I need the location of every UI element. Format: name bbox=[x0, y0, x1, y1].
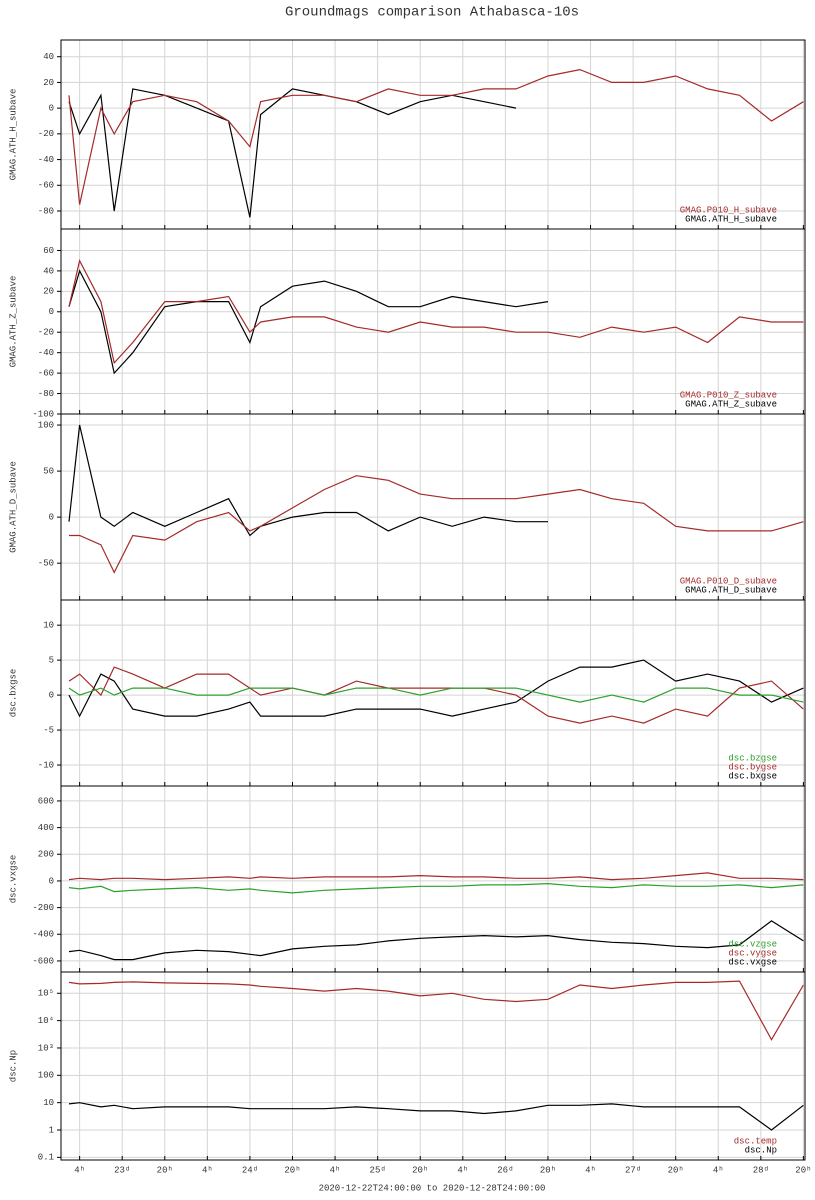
y-tick-label: 10⁴ bbox=[38, 1015, 54, 1026]
y-tick-label: 10 bbox=[43, 1098, 54, 1108]
series-line bbox=[68, 687, 804, 703]
y-tick-label: 10³ bbox=[38, 1043, 54, 1053]
y-tick-label: -20 bbox=[38, 328, 54, 338]
x-tick-label: 27ᵈ bbox=[625, 1165, 641, 1175]
y-tick-label: -200 bbox=[32, 903, 54, 913]
y-tick-label: 20 bbox=[43, 78, 54, 88]
series-line bbox=[68, 659, 804, 718]
legend-entry: dsc.vxgse bbox=[728, 957, 777, 967]
x-tick-label: 28ᵈ bbox=[753, 1165, 769, 1175]
y-tick-label: 0 bbox=[49, 307, 54, 317]
y-axis-label: dsc.bxgse bbox=[8, 669, 18, 718]
legend-entry: dsc.bzgse bbox=[728, 753, 777, 763]
y-axis-label: dsc.vxgse bbox=[8, 855, 18, 904]
x-tick-label: 4ʰ bbox=[585, 1165, 596, 1175]
x-tick-label: 20ʰ bbox=[795, 1165, 811, 1175]
y-axis-label: dsc.Np bbox=[8, 1050, 18, 1082]
y-tick-label: 40 bbox=[43, 52, 54, 62]
y-tick-label: 600 bbox=[38, 796, 54, 806]
y-tick-label: -40 bbox=[38, 155, 54, 165]
legend-entry: dsc.Np bbox=[745, 1145, 777, 1155]
x-tick-label: 25ᵈ bbox=[370, 1165, 386, 1175]
series-line bbox=[68, 882, 804, 894]
y-tick-label: -400 bbox=[32, 930, 54, 940]
y-axis-label: GMAG.ATH_H_subave bbox=[8, 89, 18, 181]
y-tick-label: 60 bbox=[43, 246, 54, 256]
y-tick-label: -60 bbox=[38, 181, 54, 191]
y-tick-label: 50 bbox=[43, 466, 54, 476]
y-tick-label: -20 bbox=[38, 129, 54, 139]
y-tick-label: 0 bbox=[49, 690, 54, 700]
series-line bbox=[68, 980, 804, 1041]
y-tick-label: 0 bbox=[49, 104, 54, 114]
y-tick-label: -50 bbox=[38, 559, 54, 569]
series-line bbox=[68, 68, 804, 205]
x-tick-label: 20ʰ bbox=[157, 1165, 173, 1175]
y-tick-label: 400 bbox=[38, 823, 54, 833]
series-line bbox=[68, 1102, 804, 1131]
x-tick-label: 4ʰ bbox=[457, 1165, 468, 1175]
y-tick-label: -80 bbox=[38, 389, 54, 399]
y-tick-label: 200 bbox=[38, 850, 54, 860]
y-tick-label: 100 bbox=[38, 1071, 54, 1081]
y-tick-label: 0 bbox=[49, 513, 54, 523]
x-tick-label: 20ʰ bbox=[284, 1165, 300, 1175]
y-tick-label: -600 bbox=[32, 956, 54, 966]
y-tick-label: 5 bbox=[49, 656, 54, 666]
x-tick-label: 20ʰ bbox=[540, 1165, 556, 1175]
x-tick-label: 20ʰ bbox=[668, 1165, 684, 1175]
legend-entry: GMAG.P010_D_subave bbox=[680, 576, 777, 586]
y-axis-label: GMAG.ATH_Z_subave bbox=[8, 276, 18, 368]
legend-entry: dsc.temp bbox=[734, 1136, 777, 1146]
legend-entry: dsc.vygse bbox=[728, 948, 777, 958]
series-line bbox=[68, 88, 517, 218]
legend-entry: dsc.bygse bbox=[728, 762, 777, 772]
x-tick-label: 4ʰ bbox=[330, 1165, 341, 1175]
series-line bbox=[68, 920, 804, 961]
y-tick-label: -5 bbox=[43, 725, 54, 735]
x-tick-label: 23ᵈ bbox=[114, 1165, 130, 1175]
x-tick-label: 4ʰ bbox=[74, 1165, 85, 1175]
x-tick-label: 4ʰ bbox=[713, 1165, 724, 1175]
y-tick-label: 10⁵ bbox=[38, 989, 54, 999]
x-axis-label: 2020-12-22T24:00:00 to 2020-12-28T24:00:… bbox=[319, 1183, 546, 1193]
y-tick-label: 10 bbox=[43, 621, 54, 631]
series-line bbox=[69, 475, 804, 574]
y-tick-label: -100 bbox=[32, 409, 54, 419]
y-tick-label: -10 bbox=[38, 760, 54, 770]
y-axis-label: GMAG.ATH_D_subave bbox=[8, 461, 18, 553]
series-line bbox=[68, 872, 804, 881]
x-tick-label: 26ᵈ bbox=[497, 1165, 513, 1175]
y-tick-label: 0.1 bbox=[38, 1153, 54, 1163]
y-tick-label: 1 bbox=[49, 1125, 54, 1135]
legend-entry: GMAG.ATH_D_subave bbox=[685, 585, 777, 595]
legend-entry: GMAG.ATH_Z_subave bbox=[685, 399, 777, 409]
legend-entry: dsc.bxgse bbox=[728, 771, 777, 781]
legend-entry: GMAG.ATH_H_subave bbox=[685, 214, 777, 224]
y-tick-label: -60 bbox=[38, 368, 54, 378]
series-line bbox=[68, 258, 804, 365]
legend-entry: GMAG.P010_H_subave bbox=[680, 205, 777, 215]
x-tick-label: 4ʰ bbox=[202, 1165, 213, 1175]
legend-entry: dsc.vzgse bbox=[728, 939, 777, 949]
x-tick-label: 24ᵈ bbox=[242, 1165, 258, 1175]
chart-title: Groundmags comparison Athabasca-10s bbox=[285, 5, 579, 21]
series-line bbox=[68, 269, 549, 375]
y-tick-label: -40 bbox=[38, 348, 54, 358]
panel-frame bbox=[60, 971, 806, 1161]
y-tick-label: 0 bbox=[49, 876, 54, 886]
y-tick-label: -80 bbox=[38, 206, 54, 216]
legend-entry: GMAG.P010_Z_subave bbox=[680, 390, 777, 400]
y-tick-label: 100 bbox=[38, 420, 54, 430]
x-tick-label: 20ʰ bbox=[412, 1165, 428, 1175]
y-tick-label: 20 bbox=[43, 287, 54, 297]
y-tick-label: 40 bbox=[43, 266, 54, 276]
